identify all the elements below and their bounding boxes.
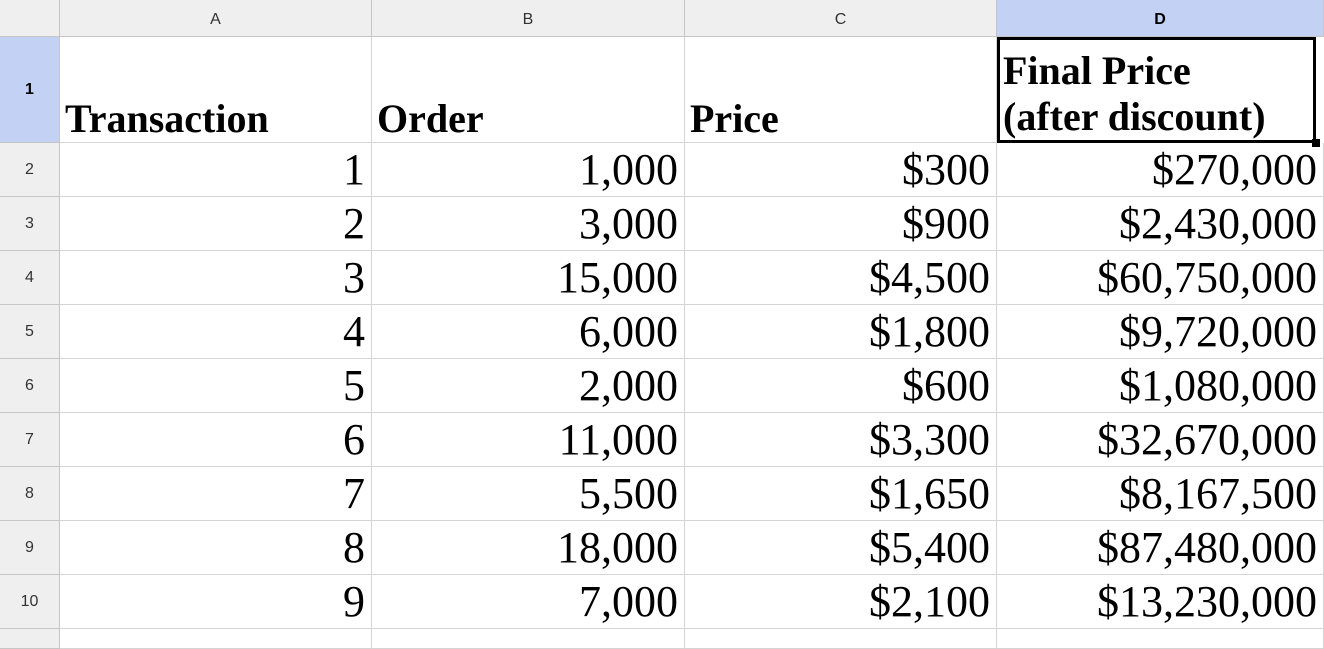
cell-d7[interactable]: $32,670,000 — [997, 413, 1324, 467]
cell-d6[interactable]: $1,080,000 — [997, 359, 1324, 413]
cell-c11[interactable] — [685, 629, 997, 649]
cell-b3[interactable]: 3,000 — [372, 197, 685, 251]
cell-c6[interactable]: $600 — [685, 359, 997, 413]
cell-b4[interactable]: 15,000 — [372, 251, 685, 305]
cell-a8[interactable]: 7 — [60, 467, 372, 521]
row-header-5[interactable]: 5 — [0, 305, 60, 359]
column-header-d[interactable]: D — [997, 0, 1324, 37]
header-after-discount: (after discount) — [1003, 94, 1266, 139]
header-order: Order — [377, 96, 484, 141]
cell-a2[interactable]: 1 — [60, 143, 372, 197]
row-header-10[interactable]: 10 — [0, 575, 60, 629]
cell-a11[interactable] — [60, 629, 372, 649]
cell-d11[interactable] — [997, 629, 1324, 649]
cell-b8[interactable]: 5,500 — [372, 467, 685, 521]
row-header-11[interactable] — [0, 629, 60, 649]
row-header-7[interactable]: 7 — [0, 413, 60, 467]
row-header-9[interactable]: 9 — [0, 521, 60, 575]
row-header-8[interactable]: 8 — [0, 467, 60, 521]
cell-a10[interactable]: 9 — [60, 575, 372, 629]
cell-d9[interactable]: $87,480,000 — [997, 521, 1324, 575]
row-header-1[interactable]: 1 — [0, 37, 60, 143]
cell-d8[interactable]: $8,167,500 — [997, 467, 1324, 521]
cell-b10[interactable]: 7,000 — [372, 575, 685, 629]
fill-handle[interactable] — [1312, 139, 1320, 147]
cell-d10[interactable]: $13,230,000 — [997, 575, 1324, 629]
header-final-price: Final Price — [1003, 48, 1191, 93]
cell-c4[interactable]: $4,500 — [685, 251, 997, 305]
cell-c1[interactable]: Price — [685, 37, 997, 143]
cell-c9[interactable]: $5,400 — [685, 521, 997, 575]
cell-b11[interactable] — [372, 629, 685, 649]
cell-b9[interactable]: 18,000 — [372, 521, 685, 575]
cell-b2[interactable]: 1,000 — [372, 143, 685, 197]
cell-d3[interactable]: $2,430,000 — [997, 197, 1324, 251]
cell-d1[interactable]: Final Price (after discount) — [997, 37, 1316, 143]
cell-a3[interactable]: 2 — [60, 197, 372, 251]
cell-d5[interactable]: $9,720,000 — [997, 305, 1324, 359]
cell-b5[interactable]: 6,000 — [372, 305, 685, 359]
cell-b1[interactable]: Order — [372, 37, 685, 143]
cell-c2[interactable]: $300 — [685, 143, 997, 197]
cell-d4[interactable]: $60,750,000 — [997, 251, 1324, 305]
column-header-a[interactable]: A — [60, 0, 372, 37]
cell-c7[interactable]: $3,300 — [685, 413, 997, 467]
cell-c10[interactable]: $2,100 — [685, 575, 997, 629]
cell-a4[interactable]: 3 — [60, 251, 372, 305]
cell-a7[interactable]: 6 — [60, 413, 372, 467]
row-header-3[interactable]: 3 — [0, 197, 60, 251]
cell-a1[interactable]: Transaction — [60, 37, 372, 143]
cell-c5[interactable]: $1,800 — [685, 305, 997, 359]
header-price: Price — [690, 96, 779, 141]
column-header-b[interactable]: B — [372, 0, 685, 37]
select-all-corner[interactable] — [0, 0, 60, 37]
cell-c8[interactable]: $1,650 — [685, 467, 997, 521]
column-header-c[interactable]: C — [685, 0, 997, 37]
cell-a9[interactable]: 8 — [60, 521, 372, 575]
cell-a5[interactable]: 4 — [60, 305, 372, 359]
cell-b6[interactable]: 2,000 — [372, 359, 685, 413]
cell-c3[interactable]: $900 — [685, 197, 997, 251]
header-transaction: Transaction — [65, 96, 269, 141]
row-header-6[interactable]: 6 — [0, 359, 60, 413]
cell-b7[interactable]: 11,000 — [372, 413, 685, 467]
row-header-2[interactable]: 2 — [0, 143, 60, 197]
cell-d2[interactable]: $270,000 — [997, 143, 1324, 197]
row-header-4[interactable]: 4 — [0, 251, 60, 305]
cell-a6[interactable]: 5 — [60, 359, 372, 413]
